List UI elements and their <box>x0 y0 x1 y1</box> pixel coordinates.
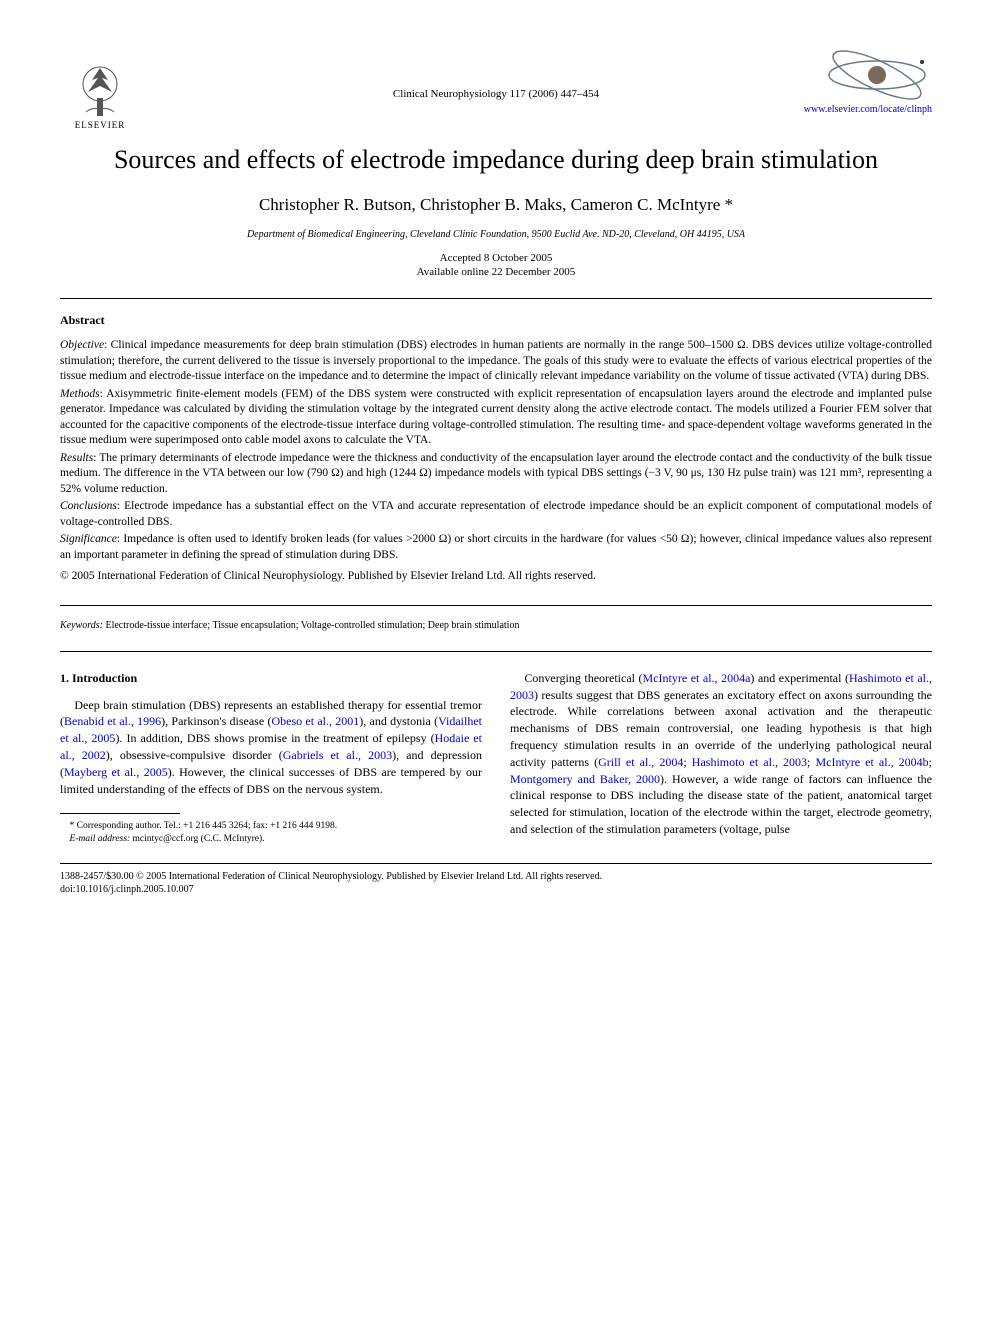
rule-bottom <box>60 651 932 652</box>
abstract-significance-label: Significance <box>60 533 117 545</box>
footnote-email-label: E-mail address: <box>70 834 131 844</box>
elsevier-tree-icon <box>70 60 130 120</box>
abstract-body: Objective: Clinical impedance measuremen… <box>60 338 932 585</box>
abstract-significance: Significance: Impedance is often used to… <box>60 532 932 563</box>
body-columns: 1. Introduction Deep brain stimulation (… <box>60 670 932 845</box>
abstract-objective-text: : Clinical impedance measurements for de… <box>60 339 932 382</box>
citation-mcintyre-2004a[interactable]: McIntyre et al., 2004a <box>643 671 751 685</box>
footer-copyright: 1388-2457/$30.00 © 2005 International Fe… <box>60 870 932 883</box>
keywords-row: Keywords: Electrode-tissue interface; Ti… <box>60 620 932 631</box>
online-date: Available online 22 December 2005 <box>60 266 932 278</box>
abstract-conclusions-text: : Electrode impedance has a substantial … <box>60 500 932 528</box>
header-row: ELSEVIER <box>60 40 932 130</box>
rule-top <box>60 298 932 299</box>
authors-line: Christopher R. Butson, Christopher B. Ma… <box>60 195 932 215</box>
footnote-rule <box>60 813 180 814</box>
abstract-objective: Objective: Clinical impedance measuremen… <box>60 338 932 385</box>
abstract-results-text: : The primary determinants of electrode … <box>60 452 932 495</box>
journal-reference: Clinical Neurophysiology 117 (2006) 447–… <box>60 88 932 100</box>
abstract-conclusions: Conclusions: Electrode impedance has a s… <box>60 499 932 530</box>
abstract-heading: Abstract <box>60 313 932 328</box>
footnote-email-row: E-mail address: mcintyc@ccf.org (C.C. Mc… <box>60 833 482 845</box>
footnote-corr: * Corresponding author. Tel.: +1 216 445… <box>60 820 482 832</box>
citation-grill-2004[interactable]: Grill et al., 2004 <box>598 755 683 769</box>
publisher-logo: ELSEVIER <box>60 40 140 130</box>
keywords-label: Keywords: <box>60 620 103 631</box>
intro-paragraph-2: Converging theoretical (McIntyre et al.,… <box>510 670 932 838</box>
abstract-objective-label: Objective <box>60 339 104 351</box>
accepted-date: Accepted 8 October 2005 <box>60 252 932 264</box>
citation-gabriels-2003[interactable]: Gabriels et al., 2003 <box>283 748 392 762</box>
section-1-heading: 1. Introduction <box>60 670 482 687</box>
article-title: Sources and effects of electrode impedan… <box>60 145 932 175</box>
abstract-methods-text: : Axisymmetric finite-element models (FE… <box>60 388 932 447</box>
left-column: 1. Introduction Deep brain stimulation (… <box>60 670 482 845</box>
citation-mayberg-2005[interactable]: Mayberg et al., 2005 <box>64 765 168 779</box>
citation-mcintyre-2004b[interactable]: McIntyre et al., 2004b <box>815 755 928 769</box>
abstract-copyright: © 2005 International Federation of Clini… <box>60 569 932 585</box>
abstract-results: Results: The primary determinants of ele… <box>60 451 932 498</box>
keywords-text: Electrode-tissue interface; Tissue encap… <box>103 620 519 631</box>
abstract-significance-text: : Impedance is often used to identify br… <box>60 533 932 561</box>
citation-montgomery-2000[interactable]: Montgomery and Baker, 2000 <box>510 772 660 786</box>
journal-logo-icon <box>822 40 932 110</box>
abstract-methods-label: Methods <box>60 388 100 400</box>
footer-rule <box>60 863 932 864</box>
right-column: Converging theoretical (McIntyre et al.,… <box>510 670 932 845</box>
citation-hashimoto-2003b[interactable]: Hashimoto et al., 2003 <box>692 755 807 769</box>
journal-url-link[interactable]: www.elsevier.com/locate/clinph <box>60 104 932 115</box>
affiliation: Department of Biomedical Engineering, Cl… <box>60 229 932 240</box>
intro-paragraph-1: Deep brain stimulation (DBS) represents … <box>60 697 482 798</box>
corresponding-author-footnote: * Corresponding author. Tel.: +1 216 445… <box>60 820 482 845</box>
abstract-results-label: Results <box>60 452 93 464</box>
footnote-email: mcintyc@ccf.org (C.C. McIntyre). <box>130 834 264 844</box>
abstract-conclusions-label: Conclusions <box>60 500 117 512</box>
abstract-methods: Methods: Axisymmetric finite-element mod… <box>60 387 932 449</box>
citation-benabid-1996[interactable]: Benabid et al., 1996 <box>64 714 161 728</box>
footer: 1388-2457/$30.00 © 2005 International Fe… <box>60 870 932 896</box>
rule-mid <box>60 605 932 606</box>
publisher-name: ELSEVIER <box>75 120 126 130</box>
footer-doi: doi:10.1016/j.clinph.2005.10.007 <box>60 883 932 896</box>
journal-logo <box>822 40 932 110</box>
citation-obeso-2001[interactable]: Obeso et al., 2001 <box>271 714 359 728</box>
